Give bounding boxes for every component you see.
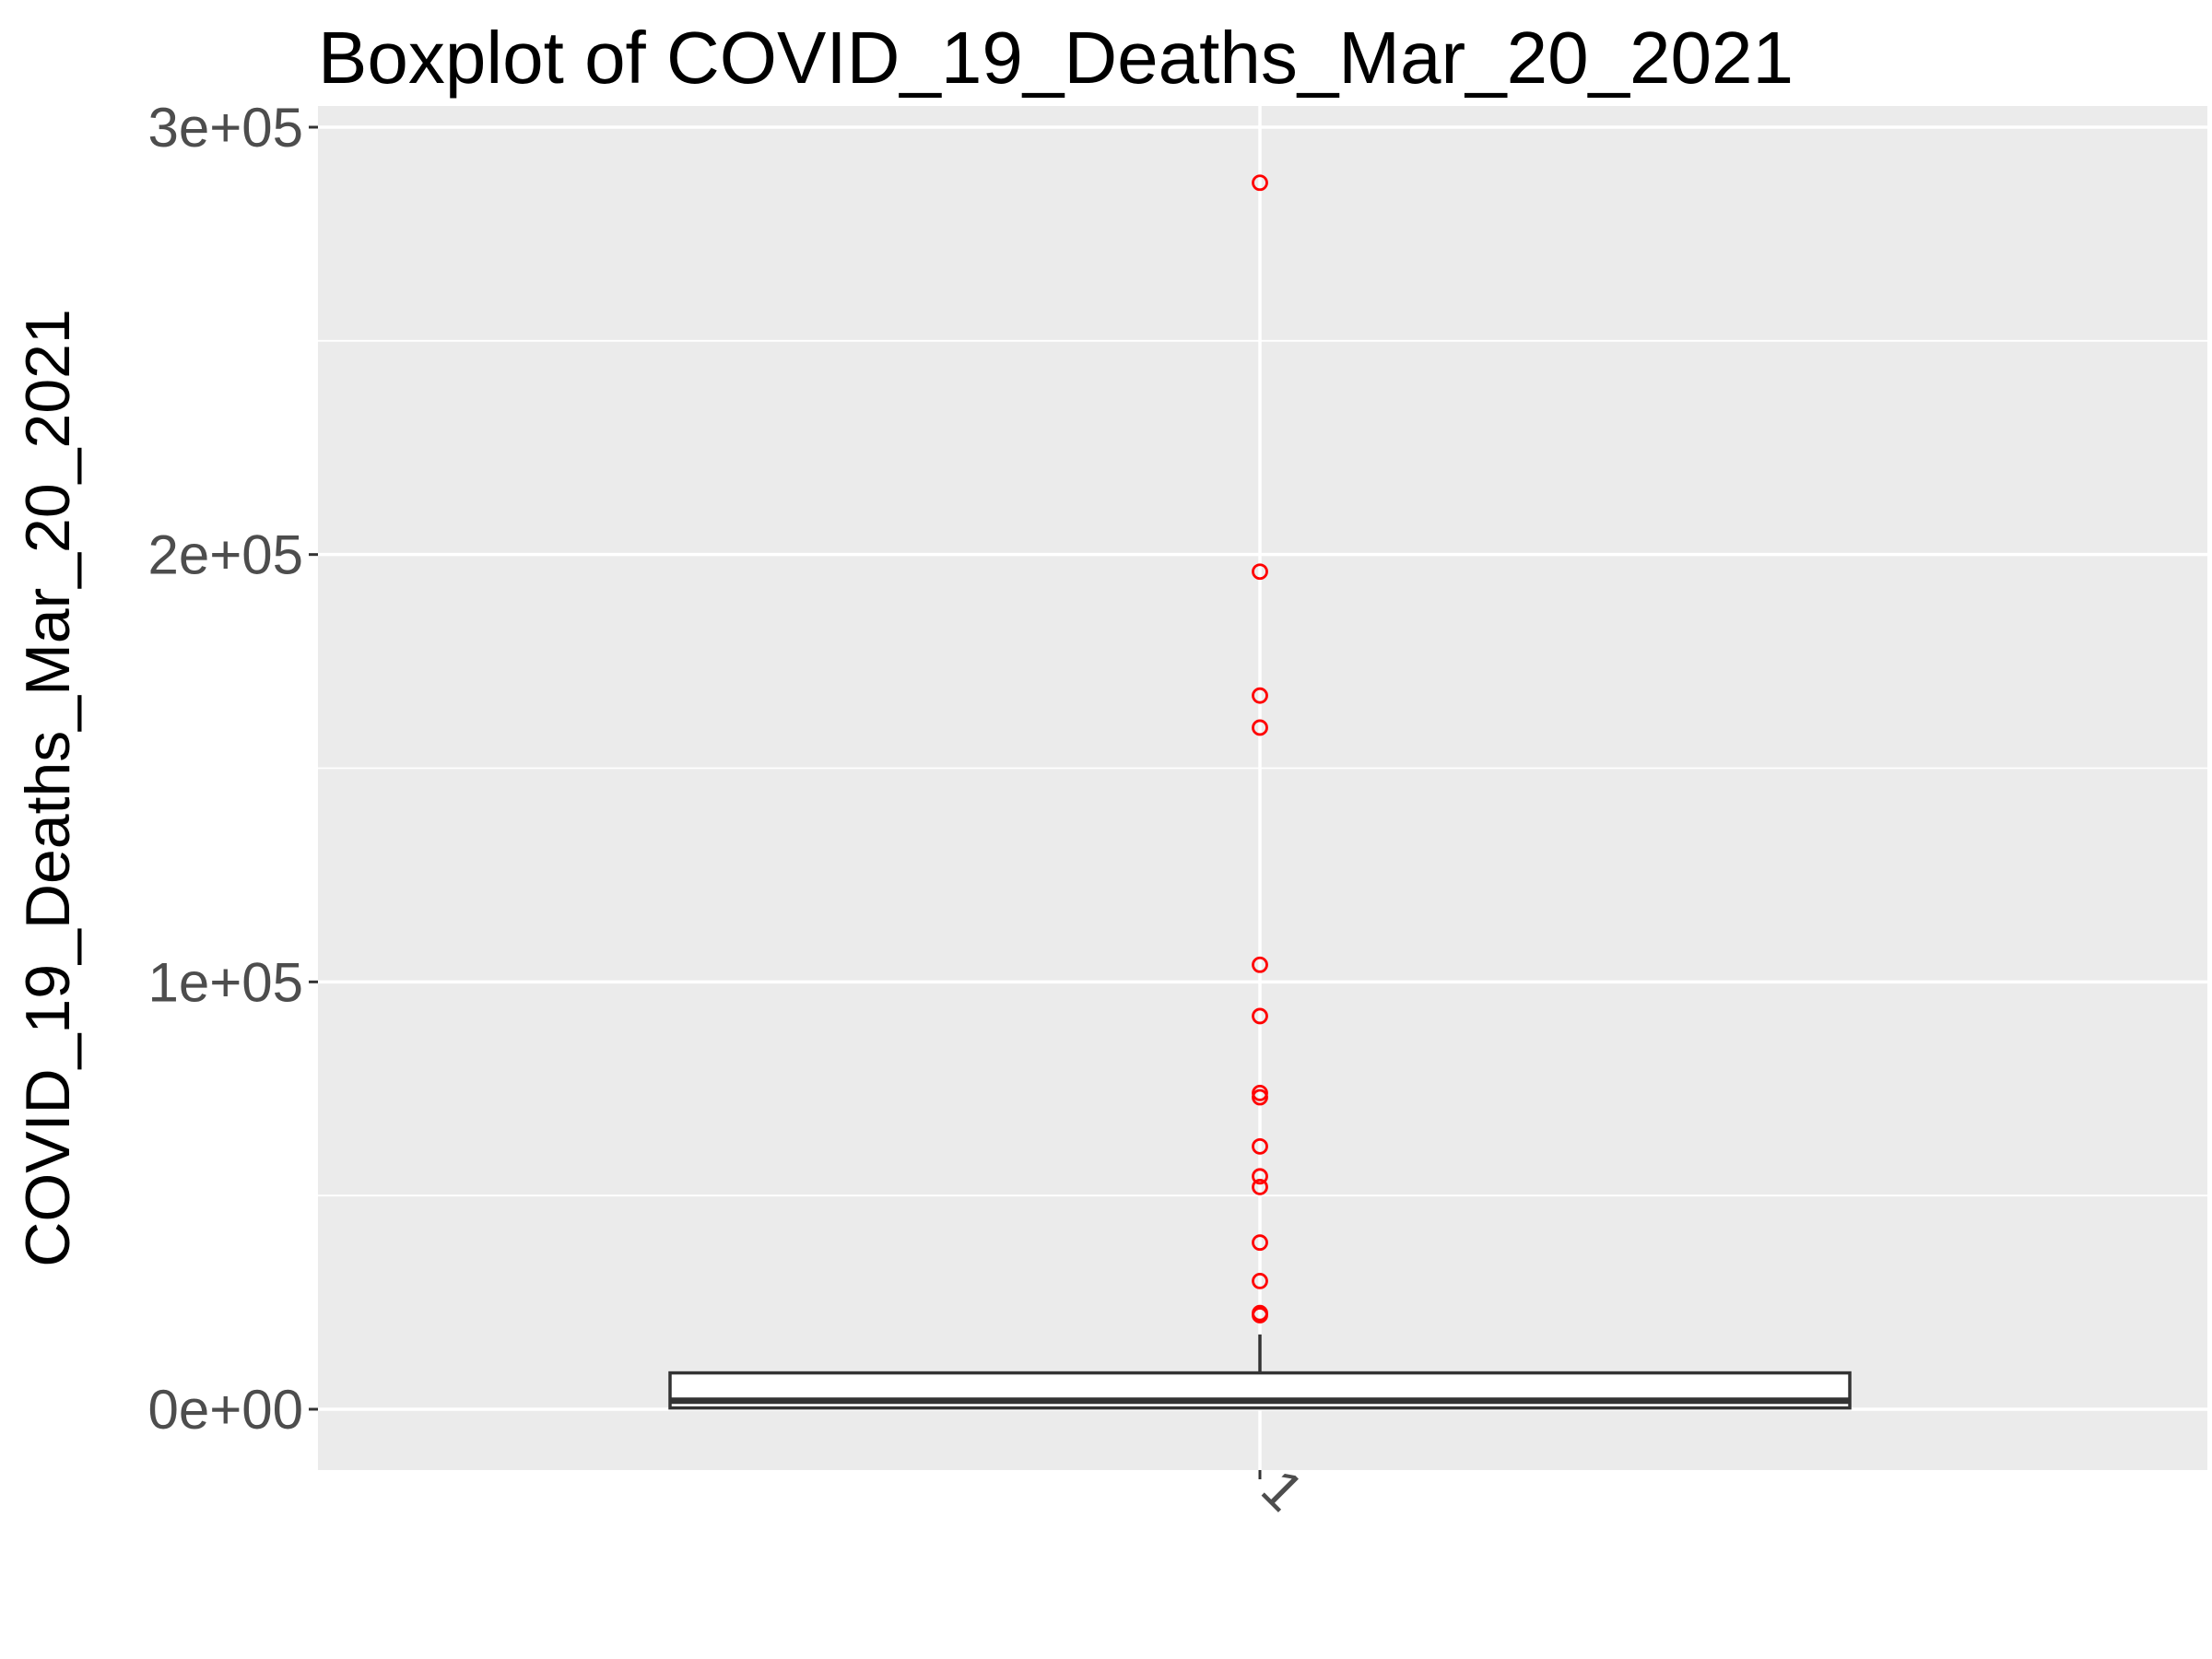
chart-title: Boxplot of COVID_19_Deaths_Mar_20_2021 bbox=[318, 17, 1794, 99]
outlier-point bbox=[1252, 1137, 1268, 1155]
y-tick-label: 1e+05 bbox=[147, 951, 303, 1013]
outlier-point bbox=[1252, 687, 1268, 704]
box-group bbox=[668, 1334, 1852, 1410]
outlier-points bbox=[1252, 174, 1268, 1324]
outlier-point bbox=[1252, 1307, 1268, 1324]
outlier-point bbox=[1252, 1088, 1268, 1106]
y-axis-label: COVID_19_Deaths_Mar_20_2021 bbox=[13, 309, 83, 1267]
outlier-point bbox=[1252, 1168, 1268, 1185]
outlier-point bbox=[1252, 1007, 1268, 1025]
outlier-point bbox=[1252, 956, 1268, 973]
outlier-point bbox=[1252, 563, 1268, 581]
outlier-point bbox=[1252, 174, 1268, 192]
gridlines bbox=[318, 106, 2207, 1470]
y-tick-label: 2e+05 bbox=[147, 524, 303, 586]
outlier-point bbox=[1252, 1273, 1268, 1289]
plot-panel bbox=[318, 106, 2207, 1470]
y-tick-label: 0e+00 bbox=[147, 1379, 303, 1441]
y-tick-label: 3e+05 bbox=[147, 97, 303, 159]
outlier-point bbox=[1252, 1234, 1268, 1252]
y-axis: 0e+00 1e+05 2e+05 3e+05 bbox=[147, 97, 318, 1441]
outlier-point bbox=[1252, 1178, 1268, 1195]
outlier-point bbox=[1252, 719, 1268, 736]
